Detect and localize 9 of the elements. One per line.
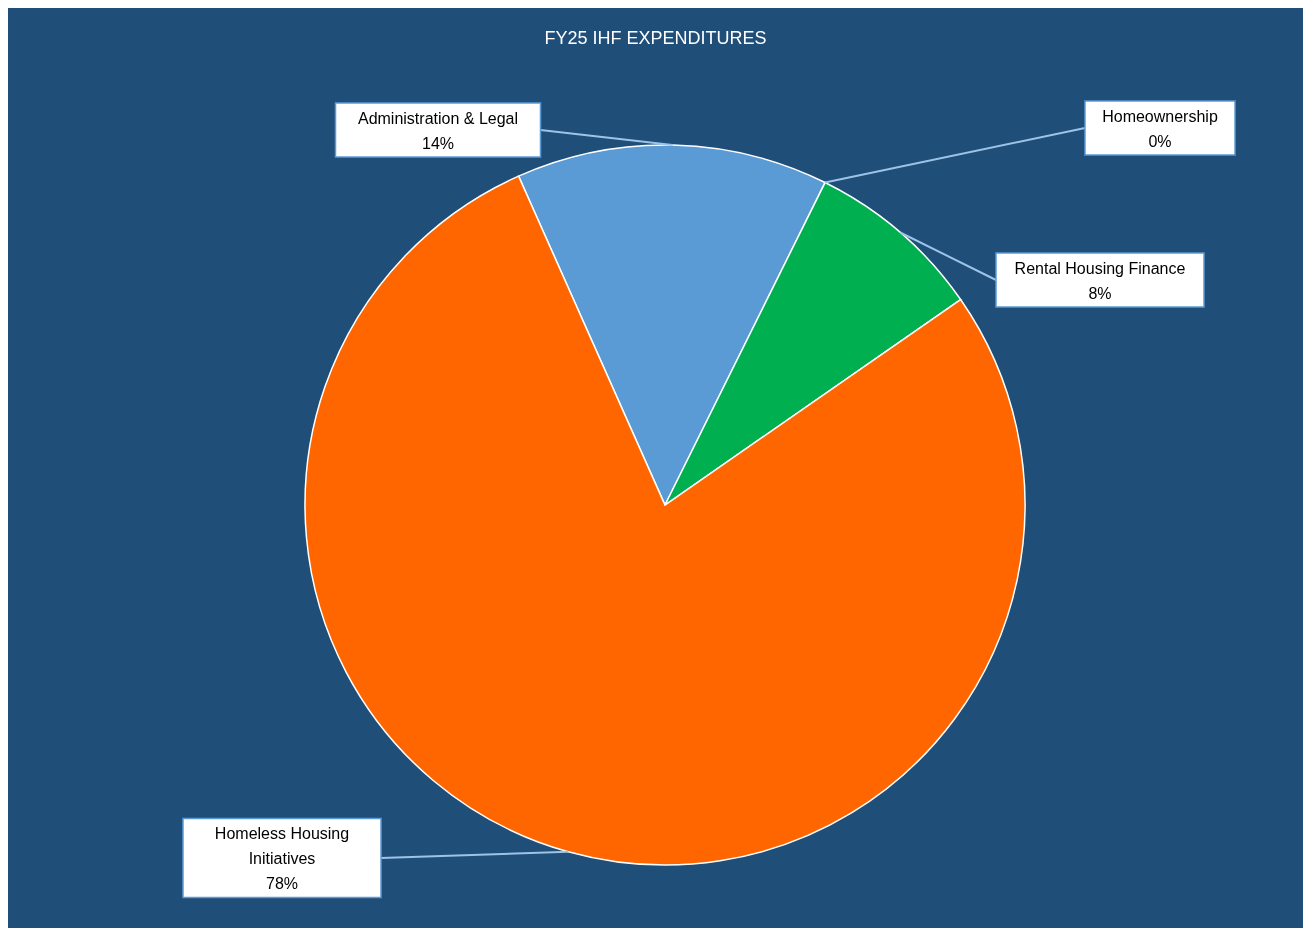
slice-label: Rental Housing Finance bbox=[1014, 259, 1186, 277]
data-label: 14% bbox=[421, 134, 455, 152]
text: 0% bbox=[1148, 132, 1172, 150]
category-label: Homeownership bbox=[1102, 107, 1218, 125]
chart-title: FY25 IHF EXPENDITURES bbox=[543, 28, 768, 49]
slice-label: Administration & Legal bbox=[357, 109, 519, 127]
data-label: 8% bbox=[1088, 284, 1112, 302]
data-label: 78% bbox=[265, 875, 299, 892]
slice-label: Homeless Housing Initiatives bbox=[214, 825, 350, 867]
